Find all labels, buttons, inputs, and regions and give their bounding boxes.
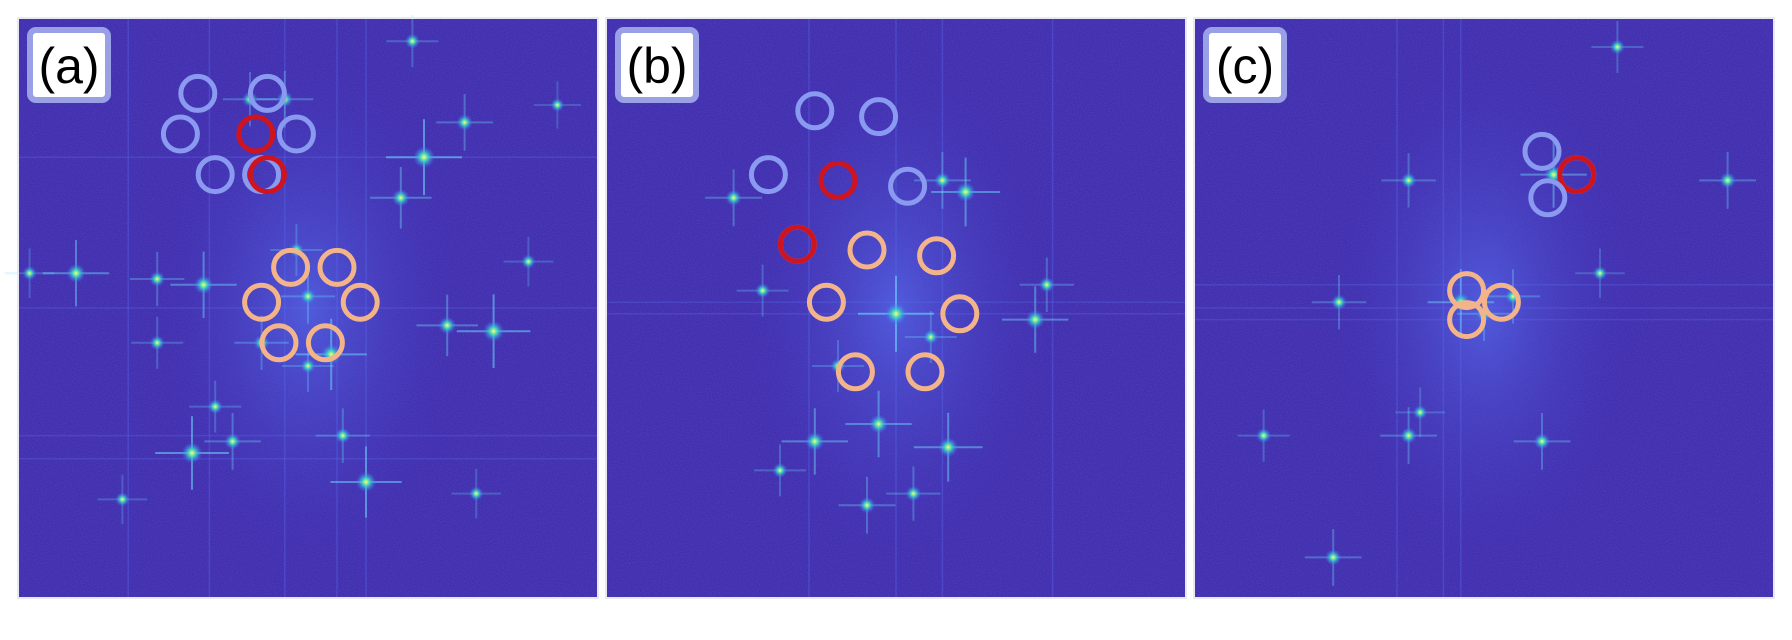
panel-b-image (605, 17, 1187, 599)
panel-b-highlight-ring (847, 230, 887, 270)
panel-c-diffraction-spot (1413, 405, 1428, 420)
panel-c-diffraction-spot (1400, 427, 1417, 444)
panel-a-glow (134, 18, 482, 598)
panel-a-diffraction-spot (66, 263, 86, 283)
panel-b-highlight-ring (748, 155, 788, 195)
panel-a-diffraction-spot (194, 275, 214, 295)
panel-b-diffraction-spot (772, 462, 788, 478)
panel-a-image (4, 15, 599, 599)
panel-b-highlight-ring (777, 224, 817, 264)
panel-b-highlight-ring (835, 352, 875, 392)
panel-a-highlight-ring (178, 73, 218, 113)
panel-c-highlight-ring (1481, 282, 1521, 322)
panel-b: (b) (605, 17, 1187, 599)
panel-a-highlight-ring (259, 323, 299, 363)
panel-a-diffraction-spot (391, 188, 410, 207)
panel-c-diffraction-spot (1719, 172, 1736, 189)
panel-c: (c) (1193, 17, 1775, 599)
panel-b-diffraction-spot (938, 437, 959, 458)
panel-a-diffraction-spot (22, 266, 37, 281)
panel-a-label: (a) (38, 38, 99, 94)
panel-a-highlight-ring (236, 114, 276, 154)
panel-b-diffraction-spot (955, 182, 976, 202)
panel-a-diffraction-spot (115, 492, 130, 507)
panel-c-diffraction-spot (1609, 39, 1625, 55)
panel-a-diffraction-spot (300, 358, 316, 374)
panel-a-diffraction-spot (334, 427, 351, 444)
panel-b-highlight-ring (806, 282, 846, 322)
panel-a-border (17, 17, 599, 599)
panel-c-highlight-ring (1447, 300, 1487, 340)
panel-a-highlight-ring (305, 323, 345, 363)
panel-c-diffraction-spot (1400, 172, 1417, 189)
panel-b-diffraction-spot (1038, 276, 1055, 293)
panel-b-highlight-ring (917, 236, 957, 276)
panel-a-diffraction-spot (355, 471, 377, 493)
panel-a-diffraction-spot (181, 442, 203, 464)
panel-a-highlight-ring (247, 73, 287, 113)
panel-c-label-box: (c) (1203, 27, 1287, 103)
panel-a-highlight-ring (340, 282, 380, 322)
panel-a-diffraction-spot (456, 114, 473, 131)
panel-a-diffraction-spot (404, 33, 420, 49)
panel-a: (a) (4, 15, 599, 599)
panel-c-label: (c) (1216, 38, 1274, 94)
panel-a-diffraction-spot (149, 271, 166, 287)
panel-b-diffraction-spot (905, 485, 922, 502)
panel-c-border (1193, 17, 1775, 599)
panel-a-diffraction-spot (438, 316, 457, 335)
panel-c-highlight-ring (1522, 131, 1562, 171)
panel-b-border (605, 17, 1187, 599)
panel-c-highlight-ring (1557, 155, 1597, 195)
panel-a-highlight-ring (271, 247, 311, 287)
panel-a-diffraction-spot (469, 486, 484, 501)
panel-a-highlight-ring (160, 114, 200, 154)
panel-a-diffraction-spot (300, 288, 316, 305)
panel-a-highlight-ring (276, 114, 316, 154)
panel-c-image (1193, 17, 1775, 599)
panel-b-highlight-ring (905, 352, 945, 392)
panel-b-diffraction-spot (725, 189, 742, 206)
panel-a-highlight-ring (195, 155, 235, 195)
panel-b-highlight-ring (859, 97, 899, 137)
panel-b-highlight-ring (940, 294, 980, 334)
panel-b-label-box: (b) (615, 27, 699, 103)
panel-c-highlight-ring (1447, 271, 1487, 311)
panel-b-diffraction-spot (858, 497, 876, 514)
panel-c-diffraction-spot (1256, 428, 1272, 444)
panel-b-highlight-ring (888, 166, 928, 206)
panel-b-highlight-ring (818, 160, 858, 200)
panel-a-diffraction-spot (482, 320, 505, 342)
panel-a-highlight-ring (247, 155, 287, 195)
panel-a-label-box: (a) (27, 27, 111, 103)
panel-b-highlight-ring (795, 91, 835, 131)
panel-c-diffraction-spot (1325, 549, 1342, 566)
panel-a-diffraction-spot (224, 433, 241, 450)
panel-b-diffraction-spot (1025, 310, 1045, 330)
panel-b-diffraction-spot (923, 329, 939, 345)
panel-a-diffraction-spot (149, 335, 165, 351)
panel-b-diffraction-spot (755, 283, 771, 299)
panel-a-diffraction-spot (521, 254, 536, 269)
panel-c-diffraction-spot (1592, 266, 1608, 281)
panel-b-label: (b) (626, 38, 687, 94)
panel-b-diffraction-spot (934, 172, 951, 189)
panel-a-diffraction-spot (207, 399, 223, 415)
panel-a-highlight-ring (317, 247, 357, 287)
panel-b-diffraction-spot (805, 431, 825, 451)
panel-a-highlight-ring (242, 282, 282, 322)
panel-b-diffraction-spot (885, 302, 907, 325)
panel-c-diffraction-spot (1533, 433, 1551, 450)
panel-c-diffraction-spot (1331, 294, 1347, 311)
panel-c-highlight-ring (1528, 178, 1568, 218)
panel-b-diffraction-spot (869, 414, 889, 434)
panel-a-diffraction-spot (550, 98, 565, 112)
panel-a-diffraction-spot (413, 146, 435, 169)
